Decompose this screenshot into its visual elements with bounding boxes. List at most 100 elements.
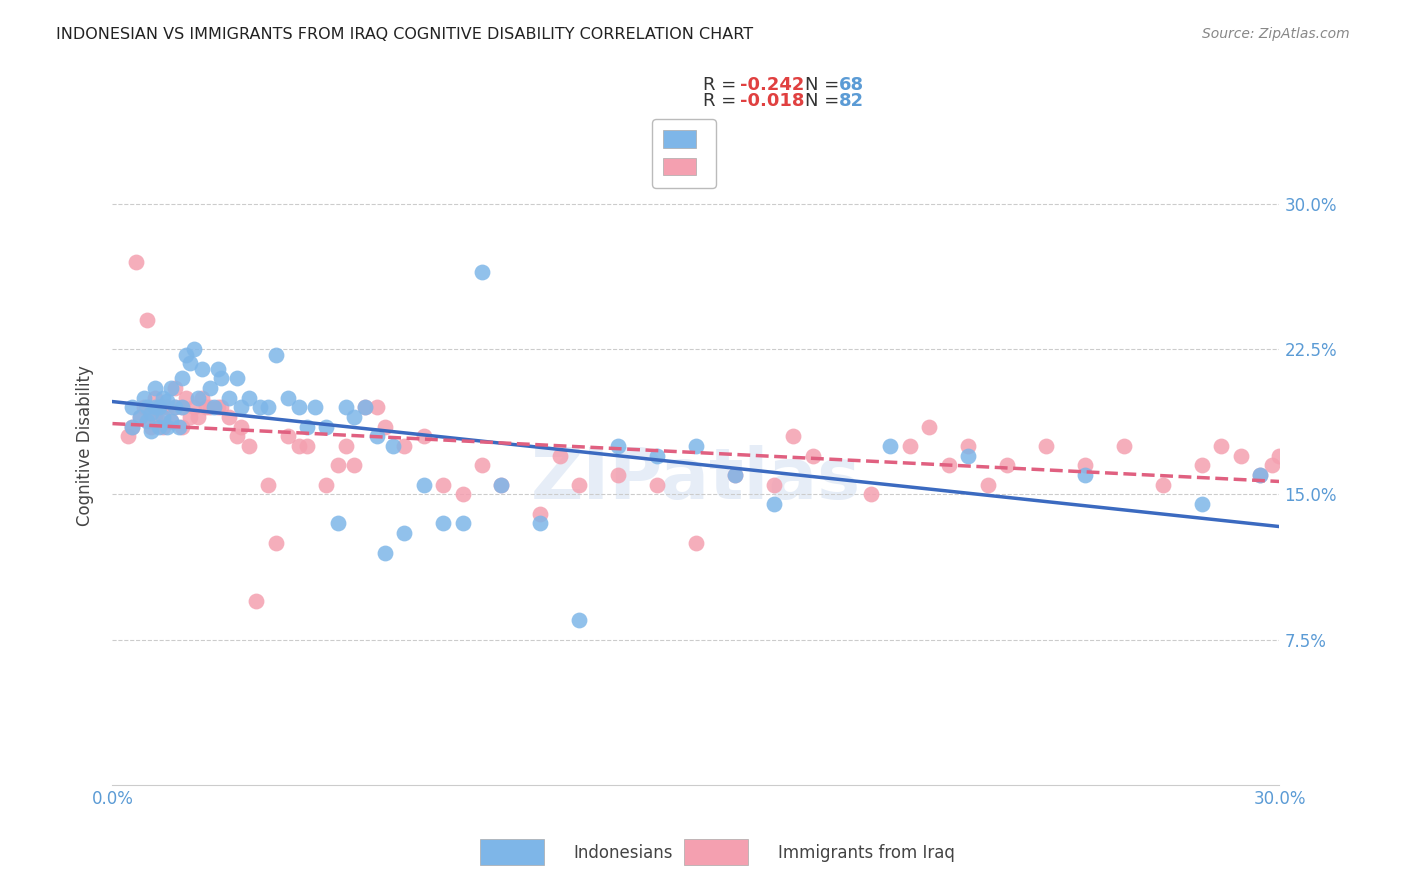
Point bbox=[529, 516, 551, 531]
Text: 82: 82 bbox=[839, 92, 865, 110]
Point bbox=[163, 401, 186, 415]
Point bbox=[167, 419, 190, 434]
Point bbox=[128, 409, 150, 424]
Point bbox=[191, 391, 214, 405]
Point bbox=[148, 414, 170, 428]
Point bbox=[226, 371, 249, 385]
Point bbox=[898, 439, 921, 453]
Point bbox=[432, 477, 454, 491]
Point bbox=[152, 419, 174, 434]
Point bbox=[156, 401, 179, 415]
Point bbox=[685, 439, 707, 453]
Point bbox=[366, 429, 388, 443]
Text: R =: R = bbox=[703, 92, 741, 110]
Point bbox=[1074, 458, 1097, 473]
Point bbox=[257, 401, 280, 415]
Text: N =: N = bbox=[806, 92, 845, 110]
Text: Source: ZipAtlas.com: Source: ZipAtlas.com bbox=[1202, 27, 1350, 41]
Point bbox=[288, 401, 311, 415]
Point bbox=[491, 477, 513, 491]
Point bbox=[491, 477, 513, 491]
Point bbox=[1268, 449, 1291, 463]
Point bbox=[264, 536, 287, 550]
Point bbox=[152, 401, 174, 415]
Point bbox=[394, 526, 416, 541]
Point bbox=[645, 449, 668, 463]
Point bbox=[548, 449, 571, 463]
Point bbox=[374, 419, 396, 434]
Point bbox=[957, 449, 980, 463]
Point bbox=[198, 401, 221, 415]
Point bbox=[1288, 477, 1310, 491]
Point bbox=[198, 381, 221, 395]
Point bbox=[257, 477, 280, 491]
Point bbox=[335, 401, 357, 415]
Point bbox=[315, 419, 337, 434]
Point bbox=[412, 429, 434, 443]
Point bbox=[156, 394, 179, 409]
Text: Immigrants from Iraq: Immigrants from Iraq bbox=[778, 844, 955, 862]
Point bbox=[1308, 468, 1330, 483]
Point bbox=[607, 439, 630, 453]
Point bbox=[295, 439, 318, 453]
FancyBboxPatch shape bbox=[479, 839, 544, 865]
Point bbox=[471, 265, 494, 279]
Point bbox=[148, 401, 170, 415]
Point bbox=[295, 419, 318, 434]
Point bbox=[685, 536, 707, 550]
Point bbox=[264, 348, 287, 362]
Point bbox=[141, 406, 163, 420]
Legend: , : , bbox=[652, 120, 716, 187]
Point bbox=[121, 419, 143, 434]
Point bbox=[187, 391, 209, 405]
Point bbox=[229, 401, 252, 415]
Point bbox=[176, 391, 198, 405]
Text: N =: N = bbox=[806, 76, 845, 94]
Point bbox=[136, 414, 159, 428]
Point bbox=[276, 429, 298, 443]
Point bbox=[125, 255, 148, 269]
Point bbox=[160, 381, 183, 395]
Point bbox=[451, 487, 474, 501]
Point bbox=[451, 516, 474, 531]
Point bbox=[1191, 458, 1213, 473]
Point bbox=[1249, 468, 1271, 483]
Point bbox=[148, 419, 170, 434]
Point bbox=[394, 439, 416, 453]
Point bbox=[226, 429, 249, 443]
Point bbox=[335, 439, 357, 453]
Point bbox=[160, 414, 183, 428]
Point bbox=[143, 391, 166, 405]
Point bbox=[148, 401, 170, 415]
Point bbox=[160, 414, 183, 428]
Text: 68: 68 bbox=[839, 76, 865, 94]
Point bbox=[412, 477, 434, 491]
Point bbox=[801, 449, 824, 463]
Point bbox=[860, 487, 883, 501]
Point bbox=[879, 439, 901, 453]
FancyBboxPatch shape bbox=[685, 839, 748, 865]
Point bbox=[163, 381, 186, 395]
Point bbox=[152, 409, 174, 424]
Point bbox=[343, 409, 366, 424]
Point bbox=[152, 391, 174, 405]
Point bbox=[209, 401, 232, 415]
Point bbox=[179, 356, 201, 370]
Point bbox=[191, 361, 214, 376]
Point bbox=[782, 429, 804, 443]
Point bbox=[207, 401, 229, 415]
Point bbox=[249, 401, 271, 415]
Point bbox=[326, 458, 349, 473]
Point bbox=[568, 613, 591, 627]
Point bbox=[381, 439, 404, 453]
Point bbox=[1327, 449, 1350, 463]
Point bbox=[141, 419, 163, 434]
Point bbox=[238, 391, 260, 405]
Point bbox=[374, 545, 396, 559]
Text: R =: R = bbox=[703, 76, 741, 94]
Point bbox=[163, 401, 186, 415]
Point bbox=[218, 409, 240, 424]
Point bbox=[1229, 449, 1251, 463]
Point bbox=[183, 401, 205, 415]
Point bbox=[1191, 497, 1213, 511]
